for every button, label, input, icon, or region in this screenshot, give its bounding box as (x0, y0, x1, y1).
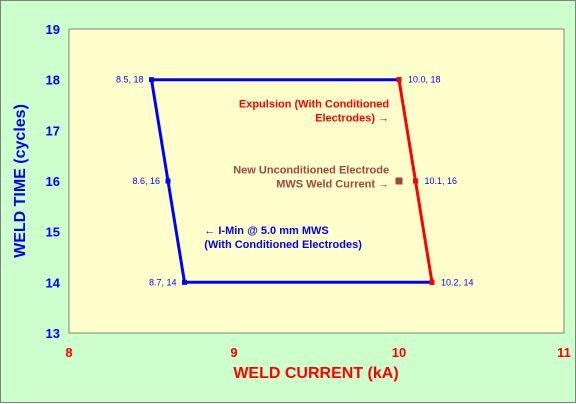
data-point (396, 77, 402, 83)
annotation-text: ← I-Min @ 5.0 mm MWS (204, 225, 328, 237)
data-point-label: 8.7, 14 (149, 277, 177, 287)
y-axis-title: WELD TIME (cycles) (12, 104, 29, 258)
points-layer (149, 77, 435, 285)
y-tick-label: 14 (46, 275, 61, 290)
data-point-label: 10.1, 16 (425, 176, 458, 186)
annotation-text: MWS Weld Current → (276, 178, 389, 190)
annotation-text: New Unconditioned Electrode (233, 164, 389, 176)
y-axis-ticks: 13 14 15 16 17 18 19 (46, 22, 61, 341)
data-point (165, 178, 171, 184)
data-point-label: 10.0, 18 (408, 75, 441, 85)
y-tick-label: 19 (46, 22, 60, 37)
point-labels-layer: 8.5, 18 8.6, 16 8.7, 14 10.0, 18 10.1, 16 10.… (116, 75, 474, 288)
y-tick-label: 15 (46, 225, 60, 240)
x-axis-title: WELD CURRENT (kA) (233, 365, 398, 382)
y-tick-label: 13 (46, 326, 60, 341)
x-axis-ticks: 8 9 10 11 (65, 345, 570, 360)
data-point (182, 279, 187, 285)
y-tick-label: 18 (46, 73, 60, 88)
data-point-label: 10.2, 14 (441, 277, 474, 287)
data-point (149, 77, 154, 83)
data-point-label: 8.5, 18 (116, 75, 144, 85)
y-tick-label: 16 (46, 174, 60, 189)
annotation-text: (With Conditioned Electrodes) (204, 239, 362, 251)
x-tick-label: 10 (392, 345, 406, 360)
data-point-label: 8.6, 16 (132, 176, 160, 186)
y-tick-label: 17 (46, 123, 60, 138)
x-tick-label: 9 (230, 345, 237, 360)
annotations-layer: Expulsion (With Conditioned Electrodes) →… (204, 99, 389, 252)
x-tick-label: 11 (557, 345, 571, 360)
data-point (429, 279, 435, 285)
annotation-text: Expulsion (With Conditioned (239, 99, 389, 111)
data-point (395, 177, 403, 185)
x-tick-label: 8 (65, 345, 72, 360)
data-point (413, 178, 418, 184)
annotation-text: Electrodes) → (315, 113, 389, 125)
